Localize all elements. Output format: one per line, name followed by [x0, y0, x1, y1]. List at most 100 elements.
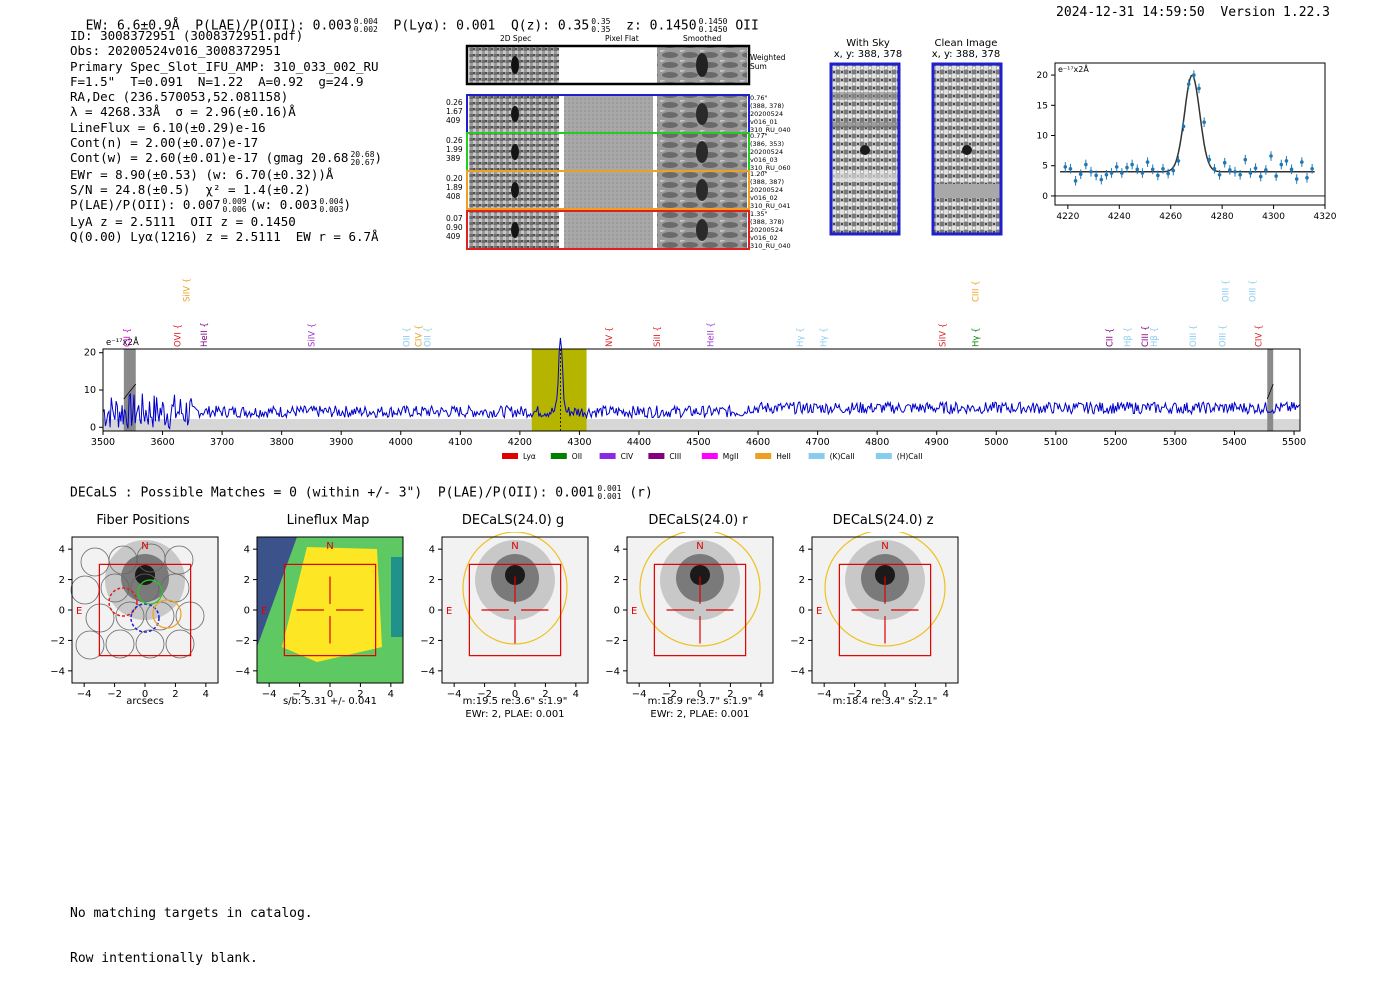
- legend-label: CIII: [669, 452, 681, 461]
- header-summary: EW: 6.6±0.9Å P(LAE)/P(OII): 0.003 0.004 0.…: [70, 3, 759, 34]
- decals-panel: DECaLS(24.0) g N E −4 −2 0 2 4 4 2 0 −2 −4 m:19.5 re:…: [410, 510, 595, 730]
- clean-image-coords: x, y: 388, 378: [931, 49, 1001, 60]
- cutout-row-stats: 0.26 1.99 389: [446, 136, 463, 163]
- fit-data-point: [1186, 79, 1191, 89]
- catalog-footer: No matching targets in catalog. Row inte…: [70, 876, 313, 981]
- detection-info: ID: 3008372951 (3008372951.pdf) Obs: 2020…: [70, 28, 450, 245]
- emission-line-label: HeII {: [706, 322, 716, 347]
- panel-xtick-label: 2: [542, 689, 548, 700]
- spectrum-xtick-label: 3800: [270, 437, 294, 448]
- panel-ytick-label: −4: [235, 666, 250, 677]
- fit-data-point: [1150, 164, 1155, 175]
- north-label: N: [326, 541, 333, 552]
- legend-label: Lyα: [523, 452, 536, 461]
- fit-data-point: [1109, 168, 1114, 178]
- spectrum-xtick-label: 5000: [984, 437, 1008, 448]
- info-line-text: F=1.5" T=0.091 N=1.22 A=0.92 g=24.9: [70, 73, 364, 89]
- panel-ytick-label: 4: [244, 545, 250, 556]
- info-line-text: LyA z = 2.5111 OII z = 0.1450: [70, 213, 296, 229]
- fiber-circle: [115, 601, 145, 631]
- fit-data-point: [1258, 171, 1263, 182]
- decals-panel-title: DECaLS(24.0) z: [832, 513, 934, 528]
- fit-data-point: [1197, 83, 1201, 94]
- panel-ytick-label: −2: [50, 636, 65, 647]
- fit-data-point: [1238, 169, 1242, 180]
- fit-data-point: [1300, 157, 1304, 167]
- fit-data-point: [1228, 165, 1232, 175]
- fit-data-point: [1181, 121, 1186, 132]
- decals-panel-xlabel: arcsecs: [126, 696, 164, 707]
- spectrum-xtick-label: 5500: [1282, 437, 1306, 448]
- emission-line-label: CIV {: [415, 325, 425, 347]
- header-z-lo: 0.1450: [698, 25, 728, 34]
- cutout-row-stats: 0.20 1.89 408: [446, 174, 463, 201]
- spectrum-xtick-label: 3900: [329, 437, 353, 448]
- fit-data-point: [1104, 169, 1109, 180]
- panel-xtick-label: 0: [142, 689, 148, 700]
- fit-data-point: [1269, 151, 1273, 161]
- weighted-sum-row: [465, 44, 751, 86]
- spectrum-xtick-label: 4100: [448, 437, 472, 448]
- panel-xtick-label: −2: [292, 689, 307, 700]
- panel-ytick-label: −2: [790, 636, 805, 647]
- info-line-text: Cont(w) = 2.60(±0.01)e-17 (gmag 20.68: [70, 150, 349, 166]
- info-line: Cont(n) = 2.00(±0.07)e-17: [70, 135, 450, 150]
- spectrum-xtick-label: 4800: [865, 437, 889, 448]
- cutout-row-stats: 0.26 1.67 409: [446, 98, 463, 125]
- emission-line-label: Hγ {: [971, 327, 981, 347]
- info-line: LyA z = 2.5111 OII z = 0.1450: [70, 214, 450, 229]
- legend-label: CIV: [621, 452, 634, 461]
- legend-entry: (K)CaII: [808, 452, 855, 461]
- panel-ytick-label: −2: [605, 636, 620, 647]
- info-line: LineFlux = 6.10(±0.29)e-16: [70, 120, 450, 135]
- north-label: N: [881, 541, 888, 552]
- north-label: N: [141, 541, 148, 552]
- east-label: E: [446, 606, 452, 617]
- info-line: λ = 4268.33Å σ = 2.96(±0.16)Å: [70, 104, 450, 119]
- spectrum-xtick-label: 4200: [508, 437, 532, 448]
- fit-data-point: [1078, 169, 1083, 180]
- emission-line-label: CII {: [123, 328, 133, 347]
- fit-ytick-label: 0: [1042, 192, 1048, 202]
- cutout-row-meta: 0.76" (388, 378) 20200524 v016_01 310_RU…: [750, 94, 791, 134]
- spectrum-xtick-label: 4900: [925, 437, 949, 448]
- aperture-box: [468, 563, 562, 657]
- decals-summary: DECaLS : Possible Matches = 0 (within +/…: [70, 485, 653, 501]
- decals-panel: Lineflux Map N E −4 −2 0 2 4 4 2 0 −2 −4 s/b: 5.31 +/…: [225, 510, 410, 730]
- info-line: Q(0.00) Lyα(1216) z = 2.5111 EW r = 6.7Å: [70, 229, 450, 244]
- fit-data-point: [1248, 168, 1253, 178]
- fit-data-point: [1156, 170, 1160, 181]
- fit-data-point: [1099, 174, 1104, 185]
- emission-line-label: CIII {: [971, 280, 981, 302]
- emission-line-label: NV {: [605, 327, 615, 347]
- panel-ytick-label: 2: [429, 575, 435, 586]
- header-plae-lo: 0.002: [353, 25, 378, 34]
- legend-label: (K)CaII: [830, 452, 855, 461]
- plae-lo: 0.006: [222, 204, 247, 214]
- clean-image-title: Clean Image: [934, 38, 998, 49]
- east-label: E: [816, 606, 822, 617]
- info-line-text: Primary Spec_Slot_IFU_AMP: 310_033_002_R…: [70, 58, 379, 74]
- info-line-text: λ = 4268.33Å σ = 2.96(±0.16)Å: [70, 104, 296, 120]
- panel-ytick-label: 0: [614, 606, 620, 617]
- emission-line-label: Hγ {: [820, 327, 830, 347]
- fiber-circle: [100, 573, 130, 603]
- info-line-text: P(LAE)/P(OII): 0.007: [70, 197, 221, 213]
- gmag-hi: 20.68: [350, 149, 375, 159]
- cutout-row-meta: 1.20" (388, 387) 20200524 v016_02 310_RU…: [750, 170, 791, 210]
- emission-line-label: Hγ {: [796, 327, 806, 347]
- line-fit-chart: 4220 4240 4260 4280 4300 4320 0 5 10 15 20 e⁻¹⁷x2Å: [1037, 62, 1337, 222]
- fit-data-point: [1063, 162, 1068, 172]
- fiber-circle: [164, 545, 194, 575]
- decals-summary-text: DECaLS : Possible Matches = 0 (within +/…: [70, 485, 595, 501]
- panel-xtick-label: −4: [632, 689, 647, 700]
- fit-data-point: [1125, 162, 1129, 173]
- emission-line-label: Hβ {: [1123, 327, 1133, 347]
- spectrum-xtick-label: 5400: [1222, 437, 1246, 448]
- spectrum-xtick-label: 4600: [746, 437, 770, 448]
- fit-data-point: [1264, 165, 1268, 175]
- panel-ytick-label: 4: [799, 545, 805, 556]
- header-plae-hi: 0.004: [353, 17, 378, 26]
- info-line: Obs: 20200524v016_3008372951: [70, 43, 450, 58]
- legend-entry: MgII: [701, 452, 738, 461]
